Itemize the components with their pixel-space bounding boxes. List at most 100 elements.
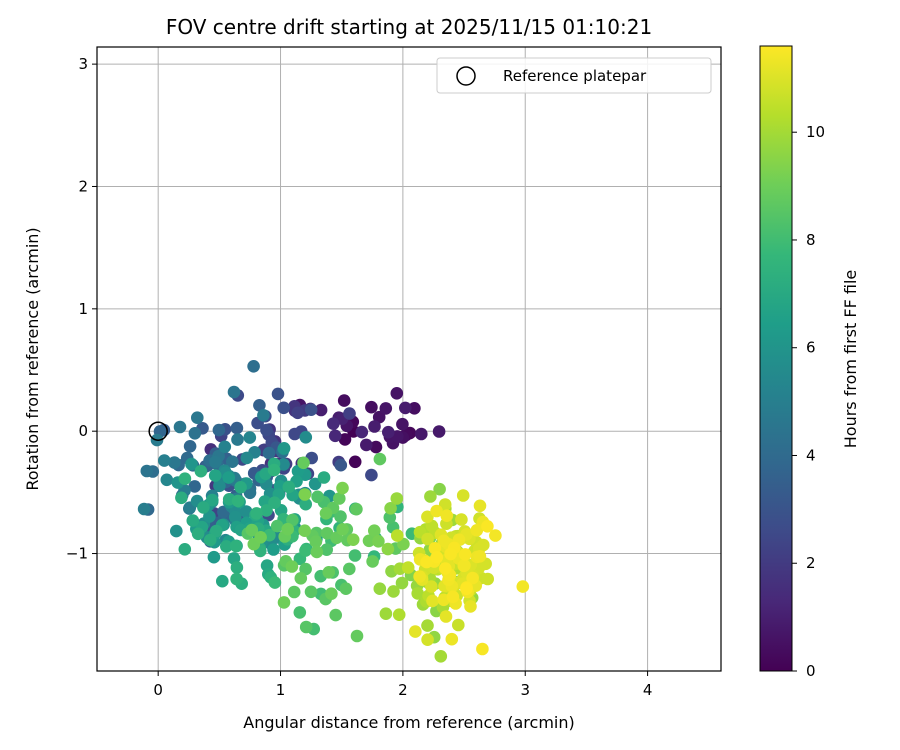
scatter-point	[183, 440, 197, 453]
scatter-point	[365, 468, 378, 482]
colorbar-frame	[759, 45, 793, 672]
scatter-point	[338, 433, 352, 446]
scatter-point	[191, 527, 205, 541]
scatter-point	[420, 555, 433, 569]
scatter-point	[203, 510, 216, 523]
scatter-point	[178, 543, 192, 556]
scatter-point	[438, 498, 452, 511]
scatter-point	[413, 570, 426, 583]
scatter-point	[337, 394, 351, 407]
scatter-point	[350, 629, 364, 643]
scatter-point	[384, 502, 397, 515]
scatter-point	[291, 406, 305, 420]
scatter-point	[294, 572, 308, 585]
scatter-point	[381, 542, 395, 556]
scatter-point	[401, 561, 415, 574]
x-tick-label: 1	[276, 681, 286, 699]
scatter-point	[350, 502, 363, 516]
scatter-point	[267, 463, 281, 477]
scatter-point	[226, 455, 239, 469]
colorbar-tick-label: 4	[806, 446, 816, 464]
scatter-point	[287, 585, 301, 599]
scatter-point	[216, 574, 229, 588]
scatter-point	[425, 580, 438, 593]
scatter-point	[250, 507, 263, 520]
scatter-point	[299, 544, 312, 557]
scatter-point	[262, 446, 276, 460]
scatter-point	[158, 454, 171, 467]
scatter-point	[311, 490, 324, 504]
scatter-point	[391, 529, 404, 542]
scatter-point	[481, 520, 494, 533]
scatter-point	[230, 421, 244, 435]
scatter-point	[489, 529, 502, 542]
scatter-point	[439, 562, 452, 575]
scatter-point	[188, 427, 202, 440]
scatter-point	[137, 502, 151, 516]
reference-platepar-marker	[148, 421, 168, 441]
y-tick-label: 3	[78, 55, 88, 73]
scatter-point	[373, 582, 387, 595]
scatter-point	[424, 490, 437, 503]
legend-box	[436, 57, 712, 94]
scatter-point	[395, 576, 409, 590]
y-tick-label: 1	[78, 300, 88, 318]
colorbar-tick-label: 8	[806, 231, 816, 249]
scatter-point	[186, 514, 200, 527]
scatter-point	[437, 534, 451, 548]
legend-marker-reference	[456, 66, 476, 86]
scatter-point	[348, 549, 362, 562]
scatter-point	[382, 425, 395, 439]
scatter-point	[336, 523, 349, 536]
scatter-point	[430, 551, 444, 564]
scatter-point	[415, 427, 428, 441]
scatter-point	[334, 458, 348, 472]
scatter-point	[452, 618, 465, 632]
colorbar: 0 2 4 6 8 10 Hours from first FF file	[759, 45, 860, 680]
scatter-point	[293, 606, 307, 619]
scatter-point	[325, 587, 338, 600]
colorbar-gradient	[760, 46, 792, 671]
scatter-point	[297, 456, 310, 470]
scatter-point	[240, 451, 254, 465]
x-axis-label: Angular distance from reference (arcmin)	[243, 713, 574, 732]
scatter-point	[234, 481, 247, 494]
scatter-point	[366, 555, 379, 568]
scatter-points	[137, 360, 530, 663]
scatter-point	[268, 496, 281, 510]
scatter-point	[304, 403, 318, 417]
y-axis-ticks: −1 0 1 2 3	[66, 55, 97, 563]
scatter-point	[260, 423, 273, 437]
scatter-point	[220, 540, 233, 553]
scatter-point	[277, 596, 291, 609]
scatter-point	[369, 440, 383, 454]
scatter-point	[319, 507, 333, 520]
scatter-point	[457, 559, 471, 573]
scatter-point	[333, 492, 346, 505]
scatter-point	[387, 585, 400, 598]
scatter-point	[230, 572, 243, 586]
scatter-point	[411, 587, 425, 600]
scatter-point	[379, 402, 393, 415]
scatter-point	[257, 409, 270, 422]
scatter-point	[247, 360, 260, 373]
scatter-point	[399, 401, 412, 415]
scatter-point	[365, 400, 378, 414]
scatter-point	[392, 608, 406, 621]
scatter-point	[194, 464, 208, 478]
scatter-point	[209, 455, 222, 469]
scatter-point	[308, 477, 322, 491]
scatter-point	[464, 600, 477, 613]
scatter-point	[343, 407, 356, 420]
scatter-point	[314, 403, 328, 417]
scatter-point	[229, 510, 242, 524]
scatter-point	[188, 480, 201, 493]
scatter-point	[322, 566, 336, 579]
legend-label-reference: Reference platepar	[503, 67, 647, 85]
scatter-point	[383, 511, 397, 524]
scatter-point	[288, 427, 302, 441]
scatter-point	[203, 533, 217, 547]
scatter-point	[409, 625, 422, 638]
scatter-point	[379, 607, 393, 620]
